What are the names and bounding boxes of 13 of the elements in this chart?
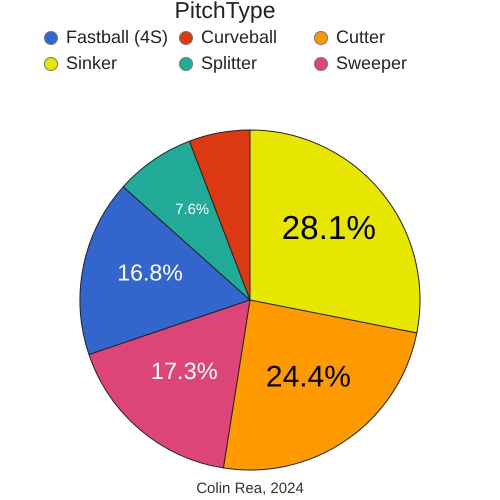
data-label: 7.6%: [175, 202, 210, 218]
data-label: 16.8%: [117, 260, 183, 286]
data-label: 28.1%: [282, 210, 376, 248]
legend-label: Splitter: [201, 53, 258, 73]
data-label: 24.4%: [266, 360, 351, 394]
legend-label: Cutter: [336, 27, 386, 47]
data-label: 17.3%: [150, 358, 218, 384]
legend-label: Sweeper: [336, 53, 408, 73]
text: Colin Rea, 2024: [196, 480, 304, 497]
legend-label: Curveball: [201, 27, 278, 47]
legend-label: Sinker: [66, 53, 118, 73]
legend-title: PitchType: [174, 0, 276, 23]
legend-label: Fastball (4S): [66, 27, 168, 47]
